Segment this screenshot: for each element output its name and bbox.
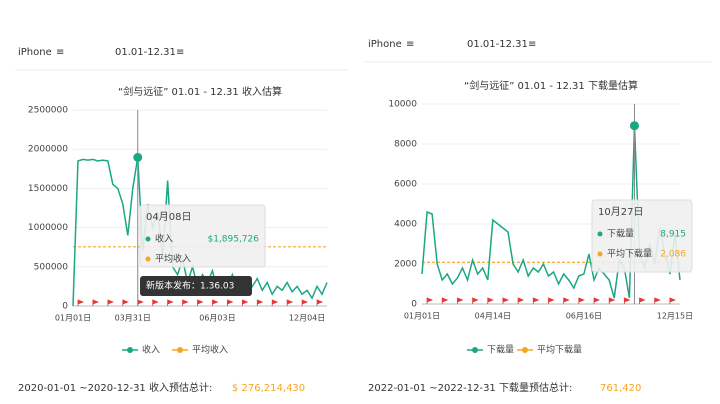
tooltip <box>139 204 266 268</box>
release-flag <box>593 297 601 304</box>
release-flag <box>623 297 631 304</box>
legend-label: 下载量 <box>487 344 514 356</box>
release-flag <box>122 299 129 306</box>
legend-label: 收入 <box>142 344 160 356</box>
hover-point <box>629 121 639 131</box>
release-flag <box>669 297 676 304</box>
release-note-text: 新版本发布：1.36.03 <box>146 280 234 292</box>
tooltip-dot <box>597 231 603 237</box>
release-flag <box>212 299 219 306</box>
release-flag <box>286 299 294 306</box>
release-flag <box>271 299 279 306</box>
tooltip-name: 收入 <box>155 233 173 245</box>
x-tick-label: 12月15日 <box>657 312 693 321</box>
release-flag <box>256 299 264 306</box>
release-flag <box>608 297 616 304</box>
x-tick-label: 12月04日 <box>289 314 325 323</box>
release-note <box>140 276 252 296</box>
device-select[interactable]: iPhone <box>368 39 402 50</box>
menu-icon[interactable]: ≡ <box>56 47 64 58</box>
release-flag <box>563 297 570 304</box>
x-tick-label: 01月01日 <box>55 314 91 323</box>
y-tick-label: 2000 <box>394 260 417 270</box>
release-flag <box>92 299 99 306</box>
release-flag <box>441 297 449 304</box>
release-flag <box>472 297 479 304</box>
release-flag <box>167 299 174 306</box>
tooltip-dot <box>145 236 151 242</box>
tooltip-title: 10月27日 <box>598 206 643 218</box>
legend-label: 平均收入 <box>192 344 228 356</box>
series-line <box>421 125 681 299</box>
tooltip-dot <box>145 256 151 262</box>
y-tick-label: 500000 <box>34 262 69 272</box>
menu-icon[interactable]: ≡ <box>528 39 536 50</box>
footer-total: 761,420 <box>600 383 641 394</box>
menu-icon[interactable]: ≡ <box>176 47 184 58</box>
release-flag <box>487 297 494 304</box>
tooltip <box>591 199 693 273</box>
tooltip-dot <box>597 251 603 257</box>
release-flag <box>654 297 661 304</box>
legend-label: 平均下载量 <box>537 344 582 356</box>
release-flag <box>241 299 249 306</box>
release-flag <box>316 299 324 306</box>
tooltip-title: 04月08日 <box>146 211 191 223</box>
tooltip-value: $1,895,726 <box>207 235 259 245</box>
x-tick-label: 06月16日 <box>566 312 602 321</box>
release-flag <box>502 297 510 304</box>
tooltip-name: 平均下载量 <box>607 248 652 260</box>
release-flag <box>197 299 204 306</box>
y-tick-label: 0 <box>62 302 68 312</box>
release-flag <box>578 297 585 304</box>
release-flag <box>426 297 434 304</box>
footer-total: $ 276,214,430 <box>232 383 305 394</box>
chart-title: “剑与远征” 01.01 - 12.31 下载量估算 <box>464 79 638 92</box>
y-tick-label: 10000 <box>388 100 417 110</box>
x-tick-label: 03月31日 <box>115 314 151 323</box>
tooltip-value: 2,086 <box>660 250 686 260</box>
chart-title: “剑与远征” 01.01 - 12.31 收入估算 <box>118 85 282 98</box>
tooltip-name: 下载量 <box>607 228 634 240</box>
range-select[interactable]: 01.01-12.31 <box>467 39 528 50</box>
y-tick-label: 1000000 <box>28 223 68 233</box>
tooltip-value: 8,915 <box>660 230 686 240</box>
release-flag <box>152 299 159 306</box>
legend-swatch <box>522 347 528 353</box>
release-flag <box>77 299 85 306</box>
legend-swatch <box>177 347 183 353</box>
release-flag <box>639 297 646 304</box>
release-flag <box>107 299 114 306</box>
y-tick-label: 4000 <box>394 220 417 230</box>
device-select[interactable]: iPhone <box>18 47 52 58</box>
x-tick-label: 01月01日 <box>404 312 440 321</box>
legend-swatch <box>472 347 478 353</box>
release-flag <box>182 299 189 306</box>
hover-point <box>133 152 143 162</box>
menu-icon[interactable]: ≡ <box>406 39 414 50</box>
release-flag <box>301 299 309 306</box>
release-flag <box>532 297 540 304</box>
tooltip-name: 平均收入 <box>155 253 191 265</box>
footer-label: 2022-01-01 ~2022-12-31 下载量预估总计: <box>368 381 572 394</box>
x-tick-label: 04月14日 <box>475 312 511 321</box>
y-tick-label: 2000000 <box>28 145 68 155</box>
y-tick-label: 6000 <box>394 180 417 190</box>
legend-swatch <box>127 347 133 353</box>
range-select[interactable]: 01.01-12.31 <box>115 47 176 58</box>
release-flag <box>548 297 555 304</box>
y-tick-label: 8000 <box>394 140 417 150</box>
x-tick-label: 06月03日 <box>199 314 235 323</box>
release-flag <box>226 299 234 306</box>
release-flag <box>457 297 464 304</box>
footer-label: 2020-01-01 ~2020-12-31 收入预估总计: <box>18 381 212 394</box>
release-flag <box>517 297 525 304</box>
y-tick-label: 1500000 <box>28 184 68 194</box>
y-tick-label: 2500000 <box>28 106 68 116</box>
y-tick-label: 0 <box>411 300 417 310</box>
